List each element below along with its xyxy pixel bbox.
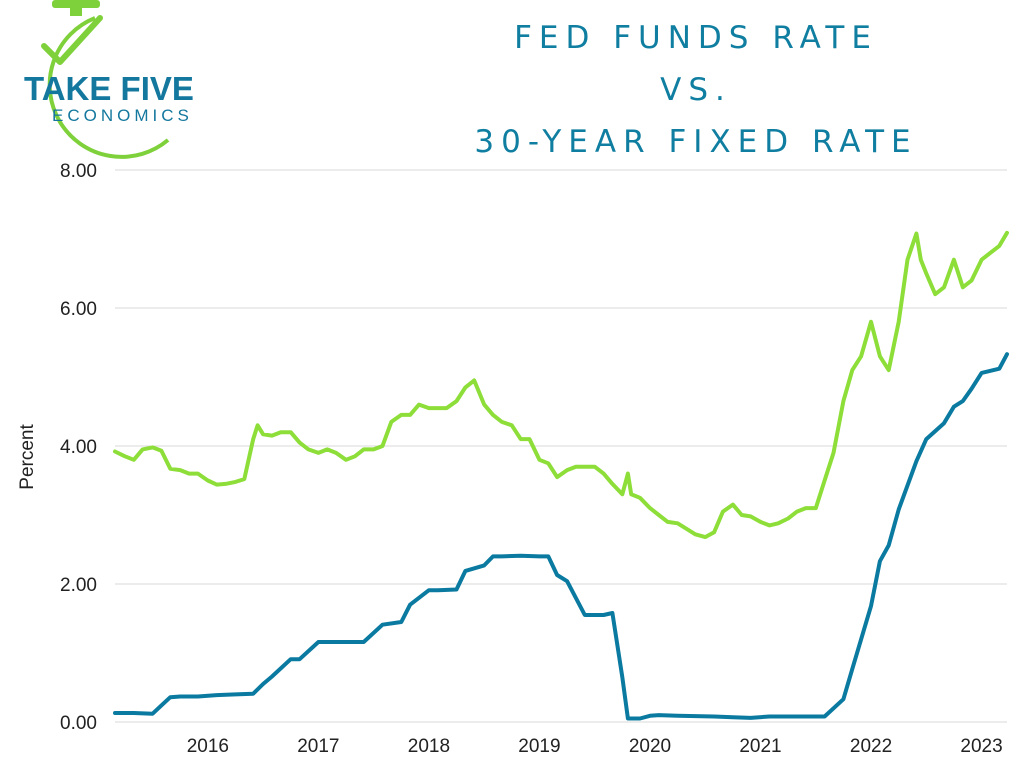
x-tick-label: 2020 (629, 736, 671, 757)
title-line-1: FED FUNDS RATE (514, 20, 878, 56)
x-tick-label: 2022 (850, 736, 892, 757)
x-tick-label: 2018 (408, 736, 450, 757)
y-tick-label: 2.00 (60, 575, 97, 596)
x-tick-label: 2019 (518, 736, 560, 757)
logo-line1: TAKE FIVE (24, 70, 194, 107)
fed_funds-series-line (113, 352, 1009, 721)
x-tick-label: 2021 (739, 736, 781, 757)
y-tick-label: 8.00 (60, 161, 97, 182)
y-axis-label: Percent (17, 424, 38, 490)
chart-title: FED FUNDS RATE VS. 30-YEAR FIXED RATE (386, 12, 1006, 168)
checkmark-icon (41, 15, 103, 65)
stopwatch-crown-icon (52, 0, 100, 8)
title-line-2: VS. (660, 72, 732, 108)
y-tick-label: 6.00 (60, 299, 97, 320)
logo-line2: ECONOMICS (52, 106, 193, 125)
x-tick-label: 2017 (297, 736, 339, 757)
mortgage-series-line (113, 230, 1009, 540)
y-tick-label: 4.00 (60, 437, 97, 458)
x-tick-label: 2023 (960, 736, 1002, 757)
x-tick-label: 2016 (187, 736, 229, 757)
take-five-economics-logo: TAKE FIVE ECONOMICS (24, 0, 194, 159)
title-line-3: 30-YEAR FIXED RATE (474, 124, 918, 160)
y-tick-label: 0.00 (60, 713, 97, 734)
stopwatch-ring-icon (47, 16, 170, 159)
